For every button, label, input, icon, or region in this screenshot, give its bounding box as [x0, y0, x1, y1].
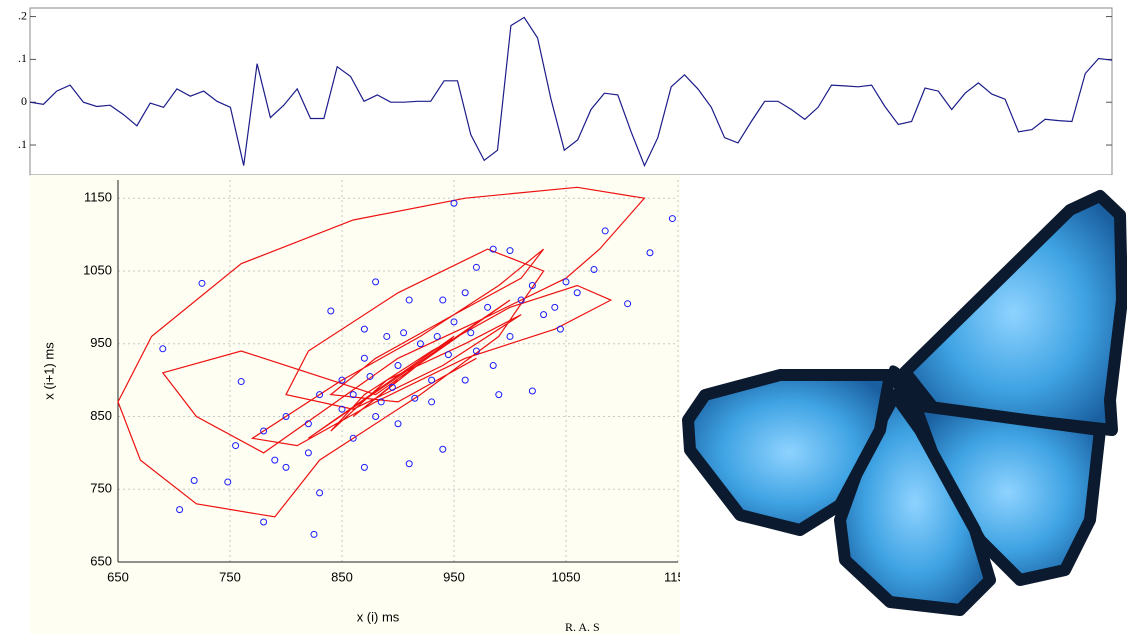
- data-point: [601, 227, 609, 235]
- caption: R. A. S: [565, 620, 600, 634]
- x-tick-label: 750: [219, 569, 241, 584]
- data-point: [232, 442, 240, 450]
- data-point: [327, 307, 335, 315]
- data-point: [506, 332, 514, 340]
- data-point: [461, 376, 469, 384]
- x-tick-label: 650: [107, 569, 129, 584]
- wing-upper-left: [682, 369, 896, 536]
- data-point: [304, 449, 312, 457]
- data-point: [388, 383, 396, 391]
- data-point: [260, 518, 268, 526]
- y-tick-label: .1: [18, 51, 27, 65]
- x-axis-label: x (i) ms: [357, 609, 400, 624]
- data-point: [316, 489, 324, 497]
- y-tick-label: 1050: [83, 262, 112, 277]
- x-tick-label: 1050: [552, 569, 581, 584]
- data-point: [338, 405, 346, 413]
- y-tick-label: 0: [21, 94, 27, 108]
- trajectory-line: [117, 186, 646, 518]
- data-point: [444, 351, 452, 359]
- data-point: [489, 362, 497, 370]
- data-point: [310, 530, 318, 538]
- y-tick-label: 750: [90, 481, 112, 496]
- data-point: [517, 296, 525, 304]
- data-point: [495, 391, 503, 399]
- data-point: [338, 376, 346, 384]
- data-point: [405, 296, 413, 304]
- data-point: [316, 391, 324, 399]
- data-point: [282, 412, 290, 420]
- y-tick-label: .1: [18, 137, 27, 151]
- data-point: [528, 387, 536, 395]
- data-point: [428, 398, 436, 406]
- phase-panel: 650 750 850 950 1050 115065075085095010501150…: [30, 175, 692, 634]
- butterfly-image: [680, 175, 1127, 634]
- data-point: [349, 391, 357, 399]
- data-point: [372, 278, 380, 286]
- data-point: [372, 412, 380, 420]
- data-point: [411, 394, 419, 402]
- signal-frame: [29, 7, 1113, 176]
- y-tick-label: 950: [90, 335, 112, 350]
- data-point: [540, 311, 548, 319]
- data-point: [467, 329, 475, 337]
- data-point: [394, 362, 402, 370]
- data-point: [416, 340, 424, 348]
- data-point: [590, 265, 598, 273]
- data-point: [551, 303, 559, 311]
- data-point: [366, 372, 374, 380]
- y-axis-label: x (i+1) ms: [41, 342, 56, 400]
- data-point: [260, 427, 268, 435]
- data-point: [159, 345, 167, 353]
- data-point: [383, 332, 391, 340]
- data-point: [556, 325, 564, 333]
- data-point: [360, 463, 368, 471]
- data-point: [190, 477, 198, 485]
- data-point: [237, 378, 245, 386]
- data-point: [573, 289, 581, 297]
- data-point: [461, 289, 469, 297]
- x-tick-label: 950: [443, 569, 465, 584]
- data-point: [472, 263, 480, 271]
- data-point: [528, 282, 536, 290]
- data-point: [668, 215, 676, 223]
- data-point: [271, 456, 279, 464]
- data-point: [282, 463, 290, 471]
- data-point: [450, 199, 458, 207]
- data-point: [360, 354, 368, 362]
- data-point: [377, 398, 385, 406]
- data-point: [405, 460, 413, 468]
- data-point: [472, 347, 480, 355]
- data-point: [400, 329, 408, 337]
- data-point: [484, 303, 492, 311]
- data-point: [433, 332, 441, 340]
- data-point: [304, 420, 312, 428]
- signal-panel: .2 .1 0 .1: [18, 7, 1113, 176]
- signal-line: [29, 16, 1113, 168]
- x-tick-label: 850: [331, 569, 353, 584]
- data-point: [176, 506, 184, 514]
- data-point: [562, 278, 570, 286]
- data-point: [489, 245, 497, 253]
- data-point: [198, 279, 206, 287]
- data-point: [394, 420, 402, 428]
- y-tick-label: .2: [18, 8, 27, 22]
- y-tick-label: 1150: [84, 190, 112, 205]
- data-point: [439, 445, 447, 453]
- data-point: [450, 318, 458, 326]
- y-tick-label: 850: [90, 408, 112, 423]
- data-point: [428, 376, 436, 384]
- data-point: [360, 325, 368, 333]
- y-tick-label: 650: [90, 553, 112, 568]
- data-point: [439, 296, 447, 304]
- butterfly-body: [888, 365, 922, 415]
- data-point: [349, 434, 357, 442]
- data-point: [624, 300, 632, 308]
- data-point: [224, 478, 232, 486]
- data-point: [646, 249, 654, 257]
- data-point: [506, 247, 514, 255]
